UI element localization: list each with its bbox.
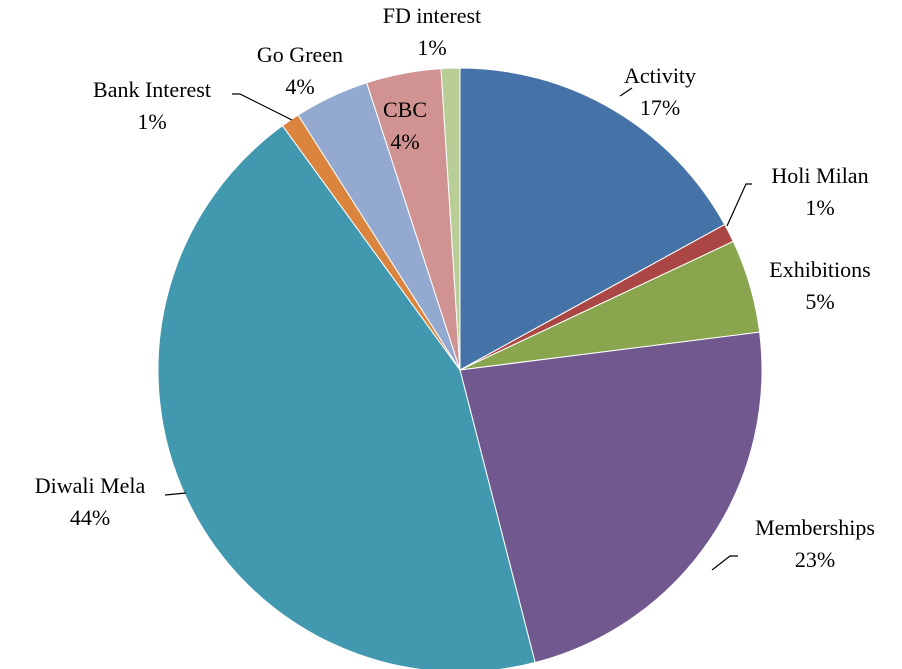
slice-value-label: 23% [795, 547, 835, 572]
slice-label: Activity [624, 63, 696, 88]
pie-slice [459, 331, 763, 664]
leader-line [726, 183, 752, 227]
leader-line [711, 555, 738, 571]
slice-label: Diwali Mela [35, 473, 146, 498]
slice-value-label: 1% [137, 109, 166, 134]
slice-label: Holi Milan [771, 163, 868, 188]
slice-value-label: 1% [417, 35, 446, 60]
slice-value-label: 5% [805, 289, 834, 314]
slice-label: CBC [383, 97, 427, 122]
slice-label: Memberships [755, 515, 875, 540]
slice-value-label: 1% [805, 195, 834, 220]
leader-line [619, 87, 633, 97]
slice-value-label: 4% [390, 129, 419, 154]
leader-lines [164, 87, 752, 571]
slice-label: Go Green [257, 42, 343, 67]
slice-label: FD interest [383, 3, 481, 28]
slice-value-label: 17% [640, 95, 680, 120]
labels: Activity 17% Holi Milan 1% Exhibitions 5% Memb… [35, 3, 875, 572]
slice-label: Exhibitions [769, 257, 870, 282]
pie-slice [459, 67, 726, 371]
slice-value-label: 44% [70, 505, 110, 530]
leader-line [232, 93, 293, 121]
slice-label: Bank Interest [93, 77, 211, 102]
pie-slice [440, 67, 461, 371]
leader-line [164, 492, 187, 496]
slice-value-label: 4% [285, 74, 314, 99]
